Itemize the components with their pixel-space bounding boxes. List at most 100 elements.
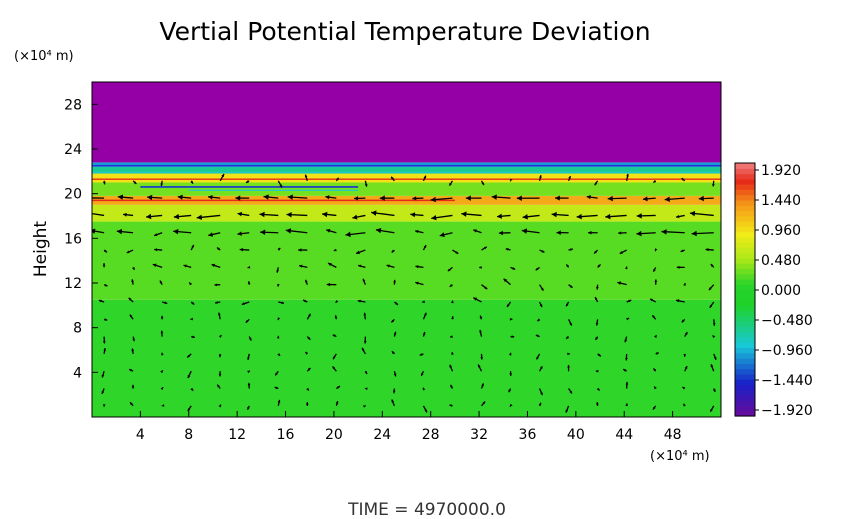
vector-arrow xyxy=(654,279,658,285)
vector-arrow xyxy=(302,299,308,303)
colorbar-step xyxy=(735,394,755,401)
vector-arrow xyxy=(103,249,108,253)
vector-arrow xyxy=(390,176,395,182)
vector-arrow xyxy=(691,230,714,237)
vector-arrow xyxy=(415,265,424,269)
vector-arrow xyxy=(535,353,541,360)
vector-arrow xyxy=(352,214,366,220)
vector-arrow xyxy=(510,266,516,271)
colorbar-step xyxy=(735,384,755,391)
vector-arrow xyxy=(439,232,453,238)
vector-arrow xyxy=(653,367,657,372)
vector-arrow xyxy=(415,281,424,286)
vector-arrow xyxy=(306,367,311,372)
vector-arrow xyxy=(239,247,250,252)
vector-arrow xyxy=(128,297,134,303)
vector-arrow xyxy=(306,336,311,341)
vector-arrow xyxy=(357,264,366,268)
vector-arrow xyxy=(147,194,163,201)
colorbar-step xyxy=(735,178,755,185)
vector-arrow xyxy=(556,230,569,235)
vector-arrow xyxy=(334,315,338,320)
vector-arrow xyxy=(102,263,106,268)
vector-arrow xyxy=(160,369,164,374)
vector-arrow xyxy=(102,180,106,185)
vector-arrow xyxy=(698,195,714,202)
vector-arrow xyxy=(208,232,221,237)
y-tick-label: 4 xyxy=(73,365,82,381)
vector-arrow xyxy=(709,405,715,413)
colorbar-tick-label: −0.960 xyxy=(761,343,813,359)
field-layer xyxy=(92,221,721,300)
vector-arrow xyxy=(538,175,542,181)
vector-arrow xyxy=(218,353,222,358)
vector-arrow xyxy=(709,301,715,309)
vector-arrow xyxy=(509,403,513,407)
vector-arrow xyxy=(422,175,427,182)
vector-arrow xyxy=(597,263,601,268)
vector-arrow xyxy=(410,212,424,218)
vector-arrow xyxy=(447,266,453,272)
vector-arrow xyxy=(538,301,543,308)
vector-arrow xyxy=(246,405,250,411)
vector-arrow xyxy=(177,194,192,200)
vector-arrow xyxy=(393,371,397,377)
x-tick-label: 20 xyxy=(325,427,343,443)
vector-arrow xyxy=(536,318,541,322)
colorbar-step xyxy=(735,215,755,222)
vector-arrow xyxy=(304,279,308,285)
vector-arrow xyxy=(681,177,686,182)
colorbar-tick-label: 0.000 xyxy=(761,283,801,299)
vector-arrow xyxy=(625,403,628,407)
vector-arrow xyxy=(332,365,337,372)
vector-arrow xyxy=(664,196,685,202)
vector-arrow xyxy=(160,352,164,356)
vector-arrow xyxy=(102,336,106,344)
vector-arrow xyxy=(190,317,194,321)
colorbar-step xyxy=(735,273,755,280)
vector-arrow xyxy=(248,336,252,341)
colorbar-step xyxy=(735,389,755,396)
vector-arrow xyxy=(565,405,570,413)
vector-arrow xyxy=(567,364,570,372)
vector-arrow xyxy=(247,353,250,361)
colorbar-step xyxy=(735,405,755,412)
vector-arrow xyxy=(710,363,715,372)
vector-arrow xyxy=(235,195,250,201)
y-axis-label: Height xyxy=(31,221,51,278)
vector-arrow xyxy=(675,214,685,219)
y-tick-label: 12 xyxy=(64,276,82,292)
vector-arrow xyxy=(335,299,339,304)
vector-arrow xyxy=(190,387,194,392)
vector-arrow xyxy=(597,353,602,357)
vector-arrow xyxy=(187,370,192,379)
colorbar-step xyxy=(735,263,755,270)
vector-arrow xyxy=(390,318,395,323)
colorbar-step xyxy=(735,294,755,301)
colorbar-step xyxy=(735,342,755,349)
colorbar-step xyxy=(735,352,755,359)
vector-arrow xyxy=(322,211,337,218)
colorbar-tick-label: −1.440 xyxy=(761,373,813,389)
vector-arrow xyxy=(327,262,337,268)
vector-arrow xyxy=(159,280,163,285)
colorbar-step xyxy=(735,226,755,233)
colorbar-step xyxy=(735,368,755,375)
vector-arrow xyxy=(535,266,540,271)
vector-arrow xyxy=(683,353,687,357)
vector-arrow xyxy=(652,267,657,273)
colorbar-step xyxy=(735,284,755,291)
vector-arrow xyxy=(586,195,598,200)
vector-arrow xyxy=(654,334,658,338)
vector-arrow xyxy=(420,370,425,377)
vector-arrow xyxy=(357,299,366,303)
vector-arrow xyxy=(712,180,715,187)
vector-arrow xyxy=(568,284,573,289)
colorbar-step xyxy=(735,278,755,285)
vector-arrow xyxy=(636,230,656,237)
vector-arrow xyxy=(684,365,688,372)
vector-arrow xyxy=(186,353,192,358)
vector-arrow xyxy=(277,317,281,321)
vector-arrow xyxy=(680,249,685,253)
vector-arrow xyxy=(710,263,715,268)
